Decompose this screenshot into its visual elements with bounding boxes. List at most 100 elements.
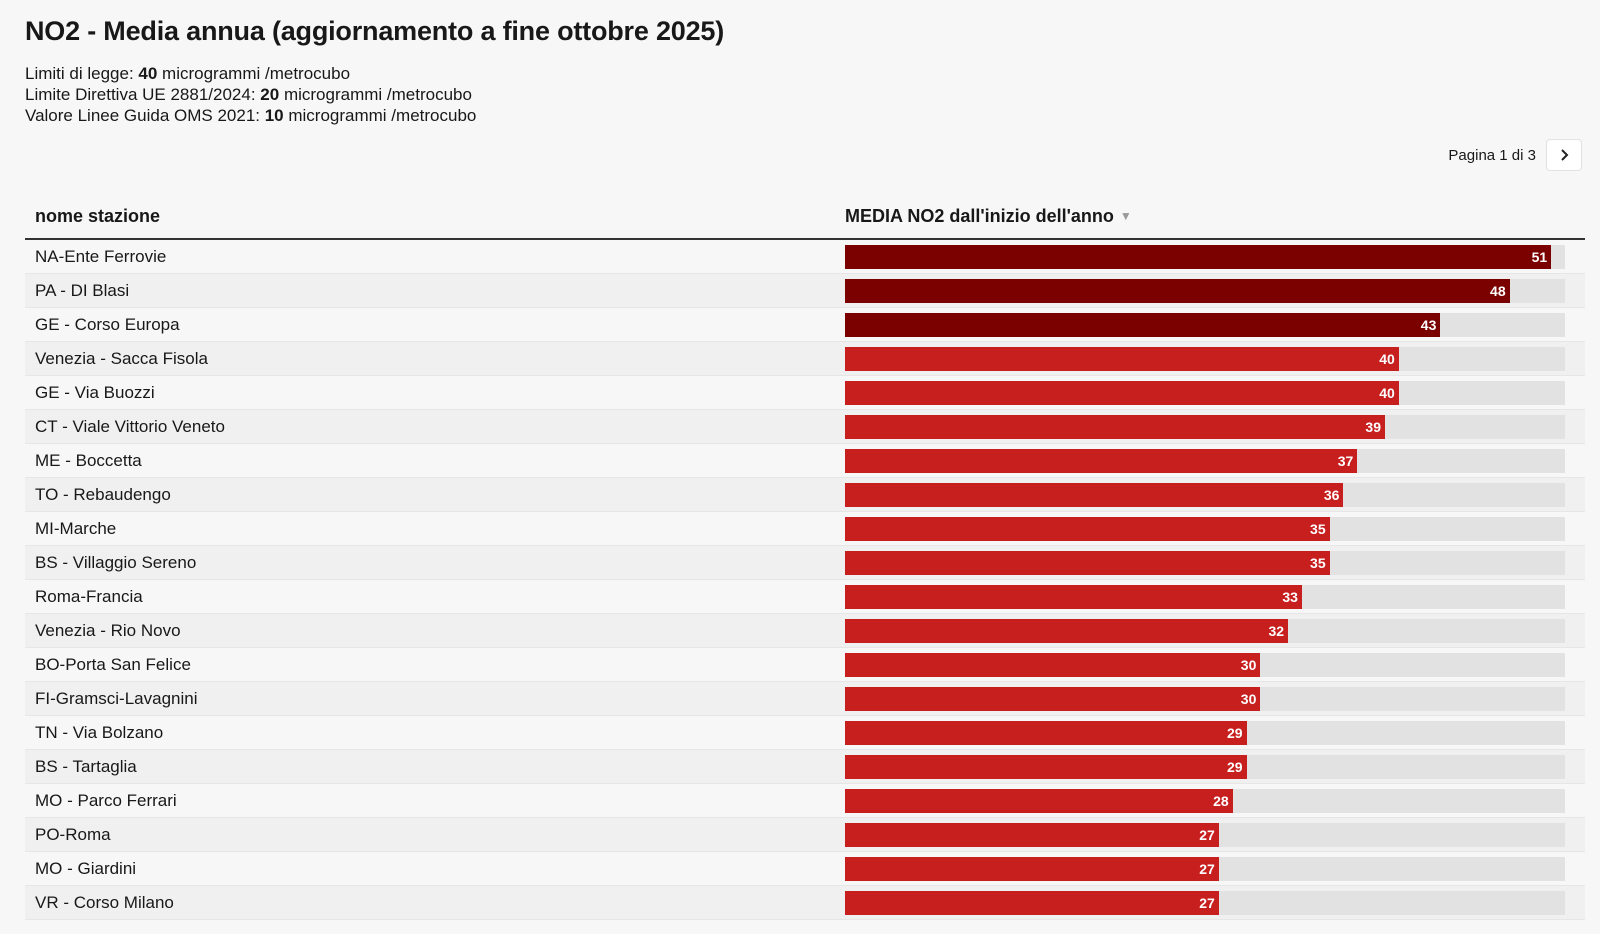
bar-track: 40 [845,381,1565,405]
bar-value-label: 51 [1531,249,1548,265]
bar-track: 35 [845,517,1565,541]
next-page-button[interactable] [1546,139,1582,171]
no2-bar: 30 [845,653,1261,677]
no2-bar: 28 [845,789,1233,813]
bar-value-label: 29 [1226,725,1243,741]
no2-bar: 35 [845,517,1330,541]
table-row: PO-Roma 27 [25,818,1585,852]
table-row: VR - Corso Milano 27 [25,886,1585,920]
bar-value-label: 37 [1337,453,1354,469]
table-body: NA-Ente Ferrovie 51 PA - DI Blasi 48 GE - Co… [25,240,1585,920]
station-name: BO-Porta San Felice [35,655,191,674]
station-name: TN - Via Bolzano [35,723,164,742]
no2-bar: 30 [845,687,1261,711]
station-name: NA-Ente Ferrovie [35,247,167,266]
note-eu-limit: Limite Direttiva UE 2881/2024: 20 microg… [25,85,472,104]
station-name: VR - Corso Milano [35,893,174,912]
bar-value-label: 32 [1268,623,1285,639]
station-name: CT - Viale Vittorio Veneto [35,417,225,436]
note-who-guideline: Valore Linee Guida OMS 2021: 10 microgra… [25,106,477,125]
table-row: Venezia - Sacca Fisola 40 [25,342,1585,376]
station-name: GE - Corso Europa [35,315,180,334]
column-header-station[interactable]: nome stazione [35,206,161,226]
table-row: TO - Rebaudengo 36 [25,478,1585,512]
no2-bar: 36 [845,483,1344,507]
table-row: Roma-Francia 33 [25,580,1585,614]
no2-bar: 27 [845,857,1219,881]
no2-bar: 51 [845,245,1552,269]
station-table: nome stazione MEDIA NO2 dall'inizio dell… [25,196,1585,920]
bar-track: 37 [845,449,1565,473]
bar-track: 48 [845,279,1565,303]
bar-track: 39 [845,415,1565,439]
no2-bar: 39 [845,415,1385,439]
station-name: BS - Tartaglia [35,757,137,776]
table-row: FI-Gramsci-Lavagnini 30 [25,682,1585,716]
page-title: NO2 - Media annua (aggiornamento a fine … [25,16,725,46]
no2-bar: 35 [845,551,1330,575]
table-row: BS - Villaggio Sereno 35 [25,546,1585,580]
station-name: MO - Giardini [35,859,137,878]
bar-track: 36 [845,483,1565,507]
no2-bar: 43 [845,313,1441,337]
no2-bar: 40 [845,381,1399,405]
table-row: CT - Viale Vittorio Veneto 39 [25,410,1585,444]
pagination: Pagina 1 di 3 [1448,139,1582,171]
table-row: Venezia - Rio Novo 32 [25,614,1585,648]
sort-descending-icon: ▼ [1119,209,1132,223]
no2-bar: 33 [845,585,1302,609]
table-row: BS - Tartaglia 29 [25,750,1585,784]
station-name: Venezia - Sacca Fisola [35,349,208,368]
table-row: MO - Giardini 27 [25,852,1585,886]
bar-track: 33 [845,585,1565,609]
bar-track: 51 [845,245,1565,269]
bar-track: 30 [845,687,1565,711]
bar-value-label: 40 [1379,351,1395,367]
table-row: ME - Boccetta 37 [25,444,1585,478]
bar-value-label: 27 [1199,827,1215,843]
bar-value-label: 36 [1323,487,1340,503]
no2-bar: 48 [845,279,1510,303]
station-name: BS - Villaggio Sereno [35,553,197,572]
no2-bar: 27 [845,891,1219,915]
bar-track: 27 [845,857,1565,881]
note-legal-limit: Limiti di legge: 40 microgrammi /metrocu… [25,64,351,83]
table-row: GE - Corso Europa 43 [25,308,1585,342]
bar-value-label: 35 [1310,521,1326,537]
no2-bar: 40 [845,347,1399,371]
station-name: ME - Boccetta [35,451,142,470]
bar-value-label: 48 [1490,283,1506,299]
bar-value-label: 39 [1365,419,1381,435]
bar-track: 40 [845,347,1565,371]
bar-value-label: 33 [1282,589,1298,605]
station-name: FI-Gramsci-Lavagnini [35,689,198,708]
table-row: NA-Ente Ferrovie 51 [25,240,1585,274]
bar-track: 29 [845,721,1565,745]
bar-track: 29 [845,755,1565,779]
bar-value-label: 30 [1240,657,1257,673]
station-name: Venezia - Rio Novo [35,621,181,640]
bar-value-label: 29 [1226,759,1243,775]
bar-track: 27 [845,823,1565,847]
bar-value-label: 27 [1199,895,1215,911]
station-name: PO-Roma [35,825,111,844]
no2-bar: 29 [845,755,1247,779]
bar-value-label: 40 [1379,385,1395,401]
table-row: PA - DI Blasi 48 [25,274,1585,308]
table-row: GE - Via Buozzi 40 [25,376,1585,410]
station-name: Roma-Francia [35,587,143,606]
no2-bar: 27 [845,823,1219,847]
bar-track: 43 [845,313,1565,337]
table-row: BO-Porta San Felice 30 [25,648,1585,682]
station-name: MO - Parco Ferrari [35,791,177,810]
bar-value-label: 27 [1199,861,1215,877]
limits-notes: Limiti di legge: 40 microgrammi /metrocu… [25,63,476,126]
column-header-no2-mean[interactable]: MEDIA NO2 dall'inizio dell'anno ▼ [845,206,1132,226]
station-name: TO - Rebaudengo [35,485,171,504]
no2-bar: 32 [845,619,1289,643]
page-indicator: Pagina 1 di 3 [1448,146,1536,164]
station-name: MI-Marche [35,519,117,538]
no2-bar: 29 [845,721,1247,745]
table-row: MO - Parco Ferrari 28 [25,784,1585,818]
table-row: TN - Via Bolzano 29 [25,716,1585,750]
